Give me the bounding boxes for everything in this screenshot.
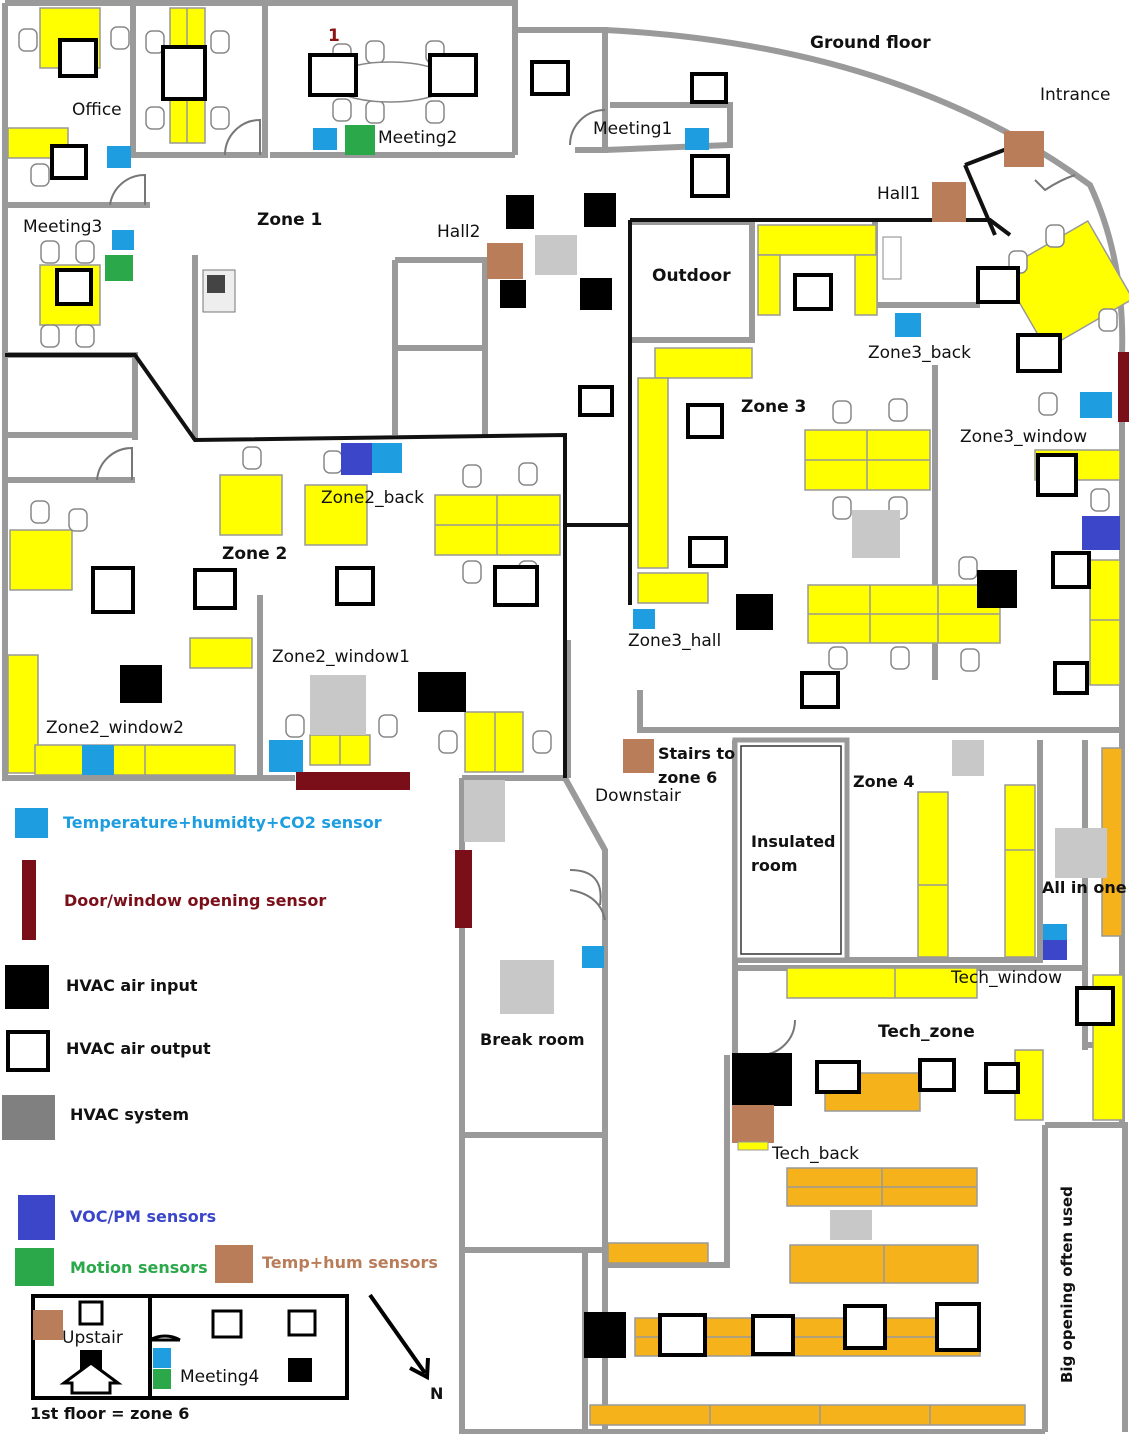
stairs-label-1: Stairs to: [658, 744, 736, 763]
all-in-one-label: All in one: [1042, 878, 1127, 897]
zone2-label: Zone 2: [222, 544, 288, 564]
voc-pm-sensors: [341, 443, 1120, 960]
legend-co2-label: Temperature+humidty+CO2 sensor: [63, 813, 382, 832]
zone3-back-label: Zone3_back: [868, 343, 971, 363]
doors: [96, 109, 1076, 1056]
printer-icon: [202, 269, 236, 313]
zone3-label: Zone 3: [741, 397, 807, 417]
meeting3-label: Meeting3: [23, 217, 103, 237]
cabinet: [882, 236, 902, 280]
first-floor-caption: 1st floor = zone 6: [30, 1404, 190, 1423]
intrance-label: Intrance: [1040, 85, 1111, 105]
zone4-label: Zone 4: [853, 772, 915, 791]
meeting2-label: Meeting2: [378, 128, 458, 148]
first-floor-plan: [31, 1294, 349, 1400]
temp-hum-sensors: [487, 131, 1044, 1143]
hall1-label: Hall1: [877, 184, 921, 204]
break-room-label: Break room: [480, 1030, 585, 1049]
meeting4-label: Meeting4: [180, 1367, 260, 1387]
co2-sensors: [82, 128, 1112, 968]
office-label: Office: [72, 100, 122, 120]
zone2-window2-label: Zone2_window2: [46, 718, 184, 738]
zone2-window1-label: Zone2_window1: [272, 647, 410, 667]
tech-back-label: Tech_back: [772, 1144, 859, 1164]
legend-hvac-input-label: HVAC air input: [66, 976, 198, 995]
legend-temp-hum-label: Temp+hum sensors: [262, 1253, 438, 1272]
zone2-back-label: Zone2_back: [321, 488, 424, 508]
hall2-label: Hall2: [437, 222, 481, 242]
title-label: Ground floor: [810, 33, 931, 53]
tech-back-marker: [737, 1141, 769, 1151]
big-opening-label: Big opening often used: [1058, 1186, 1076, 1383]
hvac-systems: [310, 235, 1107, 1240]
motion-sensors: [105, 125, 375, 281]
insulated-label-2: room: [751, 856, 798, 875]
insulated-room: [732, 737, 850, 963]
legend-hvac-output-label: HVAC air output: [66, 1039, 211, 1058]
compass-north-label: N: [430, 1384, 444, 1403]
downstair-label: Downstair: [595, 786, 681, 806]
zone1-label: Zone 1: [257, 210, 323, 230]
legend-motion-label: Motion sensors: [70, 1258, 208, 1277]
meeting1-label: Meeting1: [593, 119, 673, 139]
upstair-label: Upstair: [62, 1328, 123, 1348]
tech-window-label: Tech_window: [951, 968, 1063, 988]
tech-zone-label: Tech_zone: [878, 1022, 975, 1042]
hvac-air-outputs: [50, 38, 1115, 1357]
insulated-label-1: Insulated: [751, 832, 836, 851]
outdoor-label: Outdoor: [652, 266, 731, 286]
legend-hvac-system-label: HVAC system: [70, 1105, 190, 1124]
stairs-label-2: zone 6: [658, 768, 718, 787]
legend-door-label: Door/window opening sensor: [64, 891, 327, 910]
hvac-air-inputs: [120, 193, 1017, 1358]
legend-voc-label: VOC/PM sensors: [70, 1207, 217, 1226]
zone-boundaries: [5, 138, 1031, 778]
zone3-window-label: Zone3_window: [960, 427, 1088, 447]
room-1-label: 1: [328, 26, 340, 46]
legend-swatches: [2, 808, 253, 1286]
zone3-hall-label: Zone3_hall: [628, 631, 722, 651]
door-window-sensors: [296, 352, 1129, 928]
compass-arrow: [368, 1293, 430, 1381]
